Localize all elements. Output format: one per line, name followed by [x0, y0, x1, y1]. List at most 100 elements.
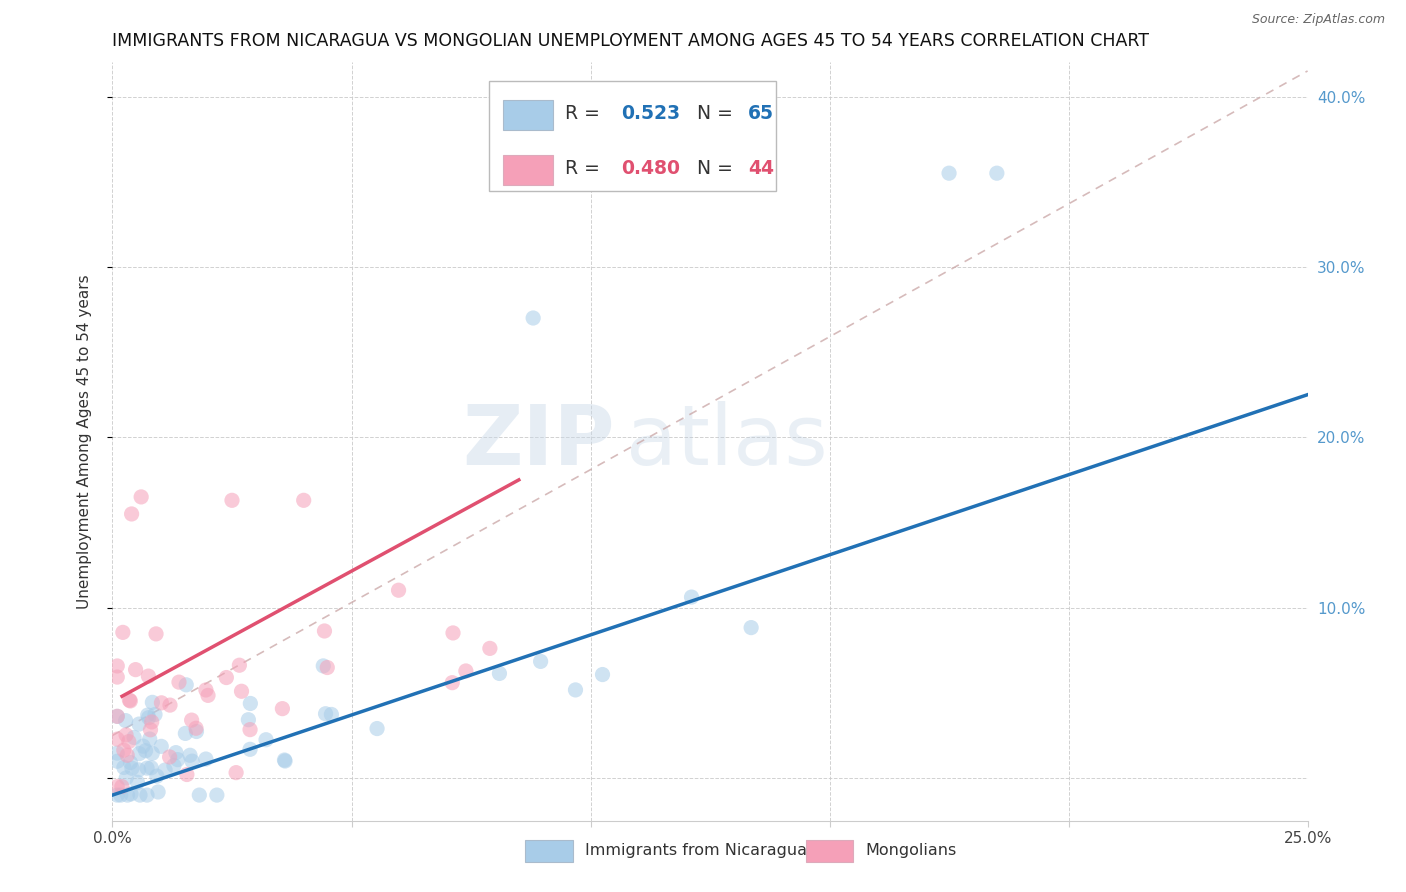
Point [316, 660, 339, 674]
FancyBboxPatch shape [503, 154, 554, 185]
Point [111, 625, 134, 640]
Point [105, 670, 128, 684]
Point [124, 663, 146, 677]
Point [114, 714, 136, 728]
Point [454, 664, 477, 678]
Point [112, 743, 135, 757]
Point [239, 697, 262, 711]
Text: N =: N = [685, 103, 738, 123]
Point [938, 166, 960, 180]
Point [128, 717, 150, 731]
Point [221, 493, 243, 508]
Point [159, 698, 181, 712]
Point [128, 747, 150, 761]
Point [488, 666, 510, 681]
Text: R =: R = [565, 103, 606, 123]
Point [986, 166, 1008, 180]
Point [146, 785, 169, 799]
Point [118, 693, 141, 707]
Point [292, 493, 315, 508]
Point [312, 659, 335, 673]
Point [150, 739, 173, 754]
Point [159, 750, 181, 764]
Point [112, 760, 135, 774]
Point [181, 754, 204, 768]
Text: 65: 65 [748, 103, 775, 123]
Point [184, 721, 207, 735]
FancyBboxPatch shape [806, 839, 853, 863]
Point [231, 684, 253, 698]
Text: IMMIGRANTS FROM NICARAGUA VS MONGOLIAN UNEMPLOYMENT AMONG AGES 45 TO 54 YEARS CO: IMMIGRANTS FROM NICARAGUA VS MONGOLIAN U… [112, 32, 1150, 50]
Point [143, 707, 166, 722]
Point [115, 771, 138, 785]
Point [136, 788, 159, 802]
Point [387, 583, 409, 598]
Point [138, 669, 160, 683]
Point [141, 695, 163, 709]
Point [254, 732, 277, 747]
Point [564, 682, 586, 697]
Point [105, 788, 128, 802]
Point [238, 713, 260, 727]
Point [225, 765, 247, 780]
Point [314, 624, 336, 638]
Point [174, 678, 197, 692]
Text: Immigrants from Nicaragua: Immigrants from Nicaragua [585, 844, 807, 858]
Point [127, 775, 149, 789]
Point [239, 742, 262, 756]
Text: ZIP: ZIP [463, 401, 614, 482]
Point [529, 654, 551, 668]
Point [166, 753, 188, 767]
Point [186, 724, 208, 739]
Point [117, 788, 139, 802]
Point [128, 763, 150, 777]
Y-axis label: Unemployment Among Ages 45 to 54 years: Unemployment Among Ages 45 to 54 years [77, 274, 91, 609]
Point [141, 761, 163, 775]
Point [120, 756, 142, 770]
Point [228, 658, 250, 673]
Point [197, 689, 219, 703]
Point [105, 709, 128, 723]
Point [522, 311, 544, 326]
FancyBboxPatch shape [524, 839, 572, 863]
Text: 44: 44 [748, 159, 775, 178]
Point [321, 707, 343, 722]
Point [150, 696, 173, 710]
Point [136, 761, 159, 775]
Text: Mongolians: Mongolians [866, 844, 956, 858]
Point [121, 761, 143, 775]
Text: R =: R = [565, 159, 606, 178]
Point [271, 701, 294, 715]
Point [141, 714, 163, 729]
Point [129, 490, 152, 504]
Point [740, 621, 762, 635]
Text: 0.480: 0.480 [621, 159, 681, 178]
Point [135, 744, 157, 758]
Point [132, 739, 155, 754]
Point [366, 722, 388, 736]
Text: Source: ZipAtlas.com: Source: ZipAtlas.com [1251, 13, 1385, 27]
Point [129, 788, 152, 802]
Point [273, 753, 295, 767]
Point [105, 659, 128, 673]
Point [111, 780, 134, 794]
Point [105, 746, 128, 760]
Point [441, 675, 464, 690]
Point [105, 709, 128, 723]
Point [122, 731, 145, 745]
Text: 0.523: 0.523 [621, 103, 681, 123]
Point [105, 754, 128, 768]
Point [118, 734, 141, 748]
Point [153, 763, 176, 777]
Point [121, 507, 143, 521]
Point [194, 682, 217, 697]
Point [163, 758, 186, 772]
Point [239, 723, 262, 737]
Point [174, 726, 197, 740]
Point [315, 706, 337, 721]
Point [176, 767, 198, 781]
Point [167, 675, 190, 690]
Point [120, 787, 142, 801]
Point [205, 788, 228, 802]
Point [141, 746, 163, 760]
